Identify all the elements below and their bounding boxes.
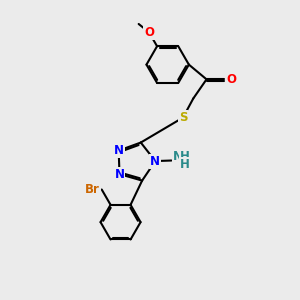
Text: S: S (179, 111, 187, 124)
Text: N: N (114, 144, 124, 157)
Text: O: O (144, 26, 154, 39)
Text: H: H (179, 158, 189, 171)
Text: N: N (173, 150, 183, 163)
Text: N: N (115, 168, 124, 181)
Text: O: O (226, 73, 237, 86)
Text: N: N (150, 154, 160, 168)
Text: H: H (179, 150, 189, 163)
Text: Br: Br (85, 183, 100, 196)
